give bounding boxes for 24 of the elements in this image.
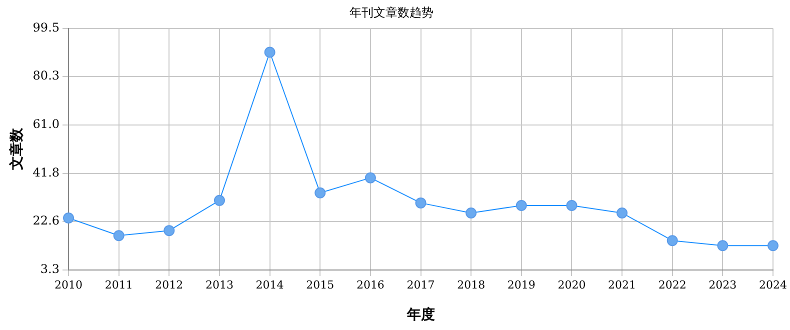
x-tick-label: 2021 [608, 278, 636, 292]
chart-title: 年刊文章数趋势 [350, 5, 434, 20]
x-tick-label: 2018 [457, 278, 486, 292]
x-tick-label: 2013 [205, 278, 234, 292]
y-tick-label: 22.6 [32, 214, 60, 228]
x-tick-label: 2022 [658, 278, 686, 292]
y-tick-label: 61.0 [32, 117, 60, 132]
x-tick-label: 2024 [759, 278, 788, 292]
x-tick-label: 2015 [306, 278, 334, 292]
x-tick-label: 2020 [558, 278, 586, 292]
x-tick-label: 2012 [155, 278, 184, 292]
x-axis-title: 年度 [406, 306, 435, 324]
y-tick-label: 80.3 [32, 68, 60, 83]
x-tick-label: 2016 [356, 278, 384, 292]
x-tick-label: 2017 [406, 278, 435, 292]
y-tick-label: 3.3 [40, 262, 60, 276]
x-tick-label: 2023 [708, 278, 737, 292]
y-axis-title: 文章数 [8, 127, 26, 172]
y-tick-label: 99.5 [32, 20, 60, 35]
x-tick-label: 2014 [256, 278, 284, 292]
y-tick-label: 41.8 [32, 165, 60, 180]
x-tick-label: 2011 [104, 278, 133, 292]
x-tick-label: 2010 [54, 278, 83, 292]
x-tick-label: 2019 [507, 278, 536, 292]
